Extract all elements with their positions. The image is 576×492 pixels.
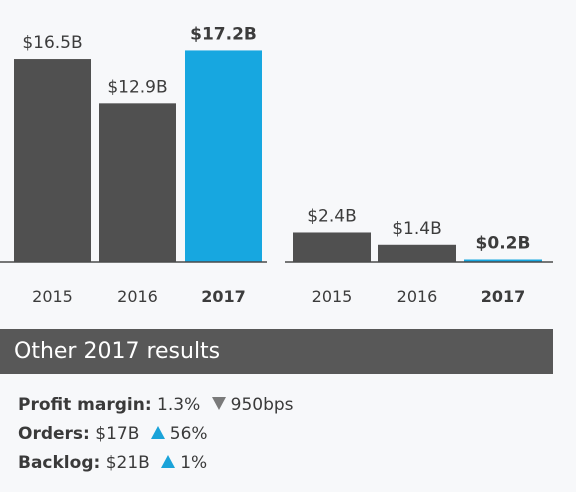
bar-2016 xyxy=(99,103,176,262)
bar-2017 xyxy=(464,259,542,262)
result-row-orders: Orders: $17B 56% xyxy=(18,420,558,449)
other-results-list: Profit margin: 1.3% 950bps Orders: $17B … xyxy=(18,391,558,478)
data-label-2017: $0.2B xyxy=(476,234,531,254)
data-label-2015: $16.5B xyxy=(22,33,82,53)
category-label-2015: 2015 xyxy=(32,287,73,306)
bar-2015 xyxy=(14,59,91,262)
category-label-2016: 2016 xyxy=(117,287,158,306)
bar-2015 xyxy=(293,232,371,262)
category-label-2015: 2015 xyxy=(312,287,353,306)
result-change: 950bps xyxy=(230,395,294,415)
bar-2016 xyxy=(378,244,456,262)
category-label-2017: 2017 xyxy=(201,287,246,306)
bar-charts-svg: $16.5B2015$12.9B2016$17.2B2017$2.4B2015$… xyxy=(0,24,553,306)
data-label-2016: $12.9B xyxy=(107,77,167,97)
data-label-2017: $17.2B xyxy=(190,24,257,44)
down-triangle-icon xyxy=(211,397,226,410)
category-label-2017: 2017 xyxy=(481,287,526,306)
bar-chart-1: $16.5B 2015 $12.9B 2016 $17.2B 2017 xyxy=(0,24,267,306)
result-value: $17B xyxy=(95,424,140,444)
result-row-backlog: Backlog: $21B 1% xyxy=(18,449,558,478)
bar-2017 xyxy=(185,50,262,262)
result-change: 1% xyxy=(180,453,208,473)
result-value: $21B xyxy=(105,453,150,473)
bar-chart-2: $2.4B 2015 $1.4B 2016 $0.2B 2017 xyxy=(285,206,553,306)
result-label: Orders: xyxy=(18,424,90,444)
data-label-2016: $1.4B xyxy=(392,219,442,239)
result-change: 56% xyxy=(169,424,208,444)
up-triangle-icon xyxy=(150,426,165,439)
result-label: Backlog: xyxy=(18,453,101,473)
up-triangle-icon xyxy=(161,455,176,468)
result-value: 1.3% xyxy=(157,395,201,415)
category-label-2016: 2016 xyxy=(397,287,438,306)
result-label: Profit margin: xyxy=(18,395,152,415)
result-row-profit-margin: Profit margin: 1.3% 950bps xyxy=(18,391,558,420)
charts: $16.5B 2015 $12.9B 2016 $17.2B 2017 $2.4B 2015 $… xyxy=(0,24,553,306)
data-label-2015: $2.4B xyxy=(307,206,357,226)
other-results-header: Other 2017 results xyxy=(0,329,553,374)
